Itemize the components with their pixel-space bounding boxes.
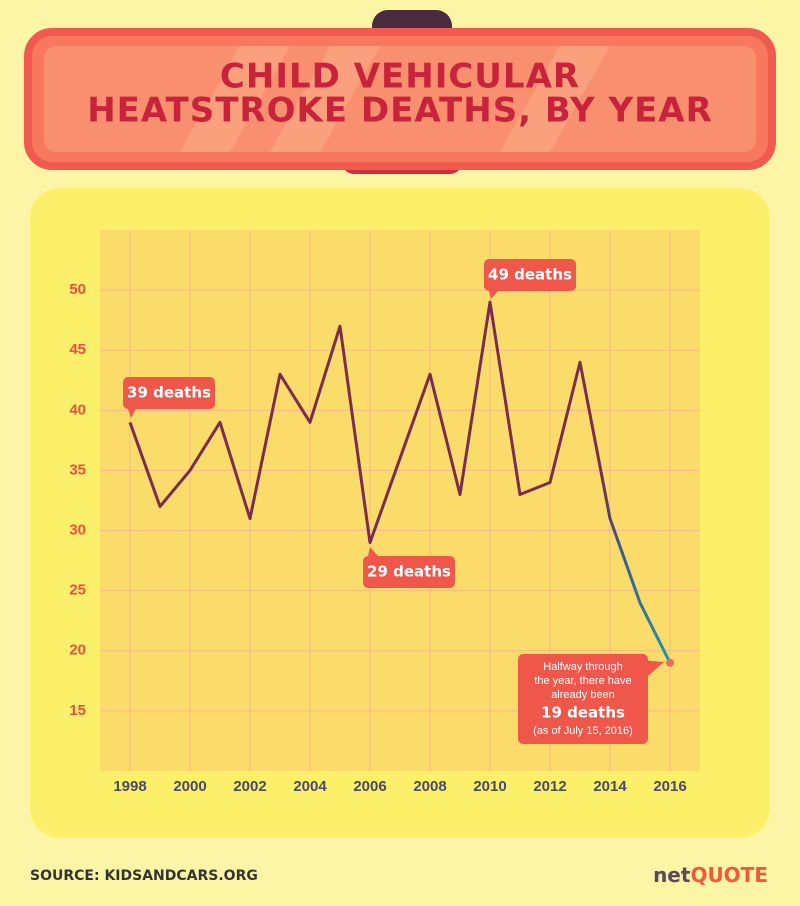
annotation-tail [368, 547, 378, 556]
logo-net: net [653, 863, 691, 887]
annotation: 29 deaths [367, 563, 451, 581]
banner-stripes [180, 46, 610, 152]
annotation-tail [489, 291, 498, 299]
y-tick-label: 30 [69, 522, 86, 539]
x-tick-label: 2004 [293, 778, 327, 795]
y-tick-label: 40 [69, 401, 86, 418]
x-tick-label: 2016 [653, 778, 686, 795]
y-tick-label: 35 [69, 461, 86, 478]
x-tick-label: 1998 [113, 778, 146, 795]
note-line: already been [551, 689, 615, 701]
y-tick-label: 50 [69, 281, 86, 298]
annotation-box [363, 556, 455, 588]
logo-quote: QUOTE [690, 863, 768, 887]
x-tick-label: 2012 [533, 778, 566, 795]
y-tick-label: 45 [69, 341, 86, 358]
end-point [666, 658, 674, 667]
chart-title: HEATSTROKE DEATHS, BY YEAR [87, 91, 713, 131]
data-line [128, 300, 672, 664]
note-box [518, 654, 648, 744]
annotation-box [484, 259, 576, 291]
logo: netQUOTE [653, 863, 768, 887]
x-tick-label: 2002 [233, 778, 266, 795]
x-tick-label: 2014 [593, 778, 627, 795]
note-line: 19 deaths [541, 704, 625, 722]
annotation: 49 deaths [488, 266, 572, 284]
y-tick-label: 20 [69, 642, 86, 659]
x-tick-label: 2006 [353, 778, 386, 795]
source: SOURCE: KIDSANDCARS.ORG [30, 868, 258, 884]
annotation: 39 deaths [127, 384, 211, 402]
note-line: (as of July 15, 2016) [533, 725, 633, 737]
plot: 15 20 25 30 35 40 45 50 1998 2000 2002 2004 2006 2008… [69, 230, 700, 795]
annotation-box [123, 377, 215, 409]
annotation-tail [128, 409, 136, 418]
x-tick-label: 2008 [413, 778, 446, 795]
y-tick-label: 25 [69, 582, 86, 599]
x-tick-label: 2000 [173, 778, 206, 795]
note-line: Halfway through [543, 661, 623, 673]
note-tail [640, 660, 664, 676]
y-tick-label: 15 [69, 702, 86, 719]
note-line: the year, there have [534, 675, 631, 687]
x-tick-label: 2010 [473, 778, 506, 795]
chart-title: CHILD VEHICULAR [220, 57, 580, 97]
